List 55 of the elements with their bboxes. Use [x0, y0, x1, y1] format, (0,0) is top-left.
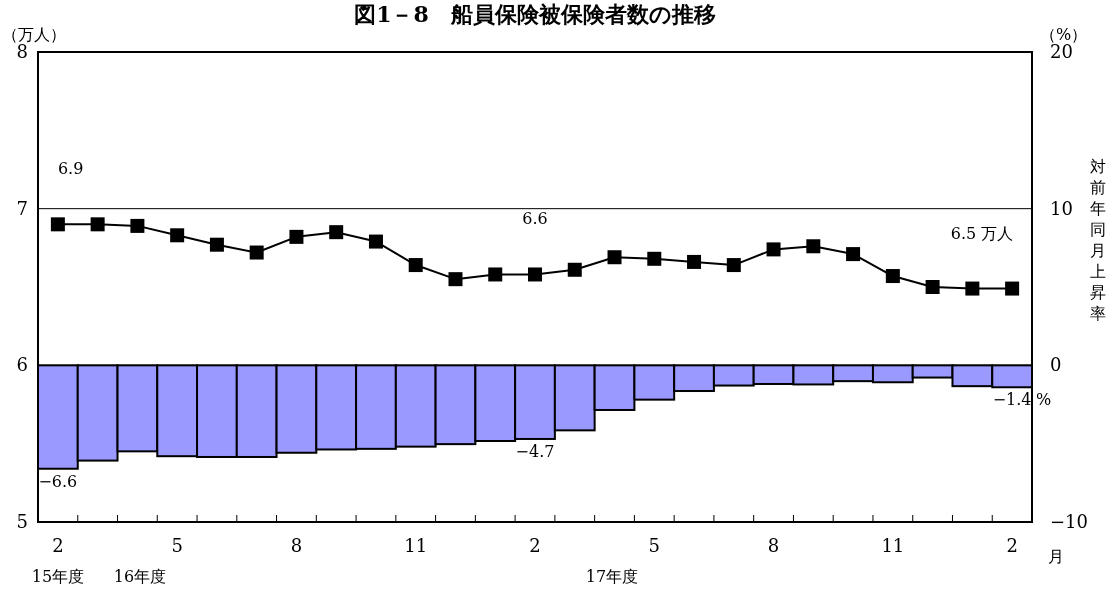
y2-tick-label: 10 — [1050, 197, 1073, 219]
point — [488, 267, 503, 282]
x-tick-label: 11 — [881, 535, 905, 556]
text: 15年度 — [31, 567, 85, 586]
point — [567, 262, 582, 277]
data-label: −4.7 — [515, 441, 555, 461]
point — [448, 272, 463, 287]
x-tick-label: 5 — [171, 535, 183, 556]
data-label: −6.6 — [38, 471, 78, 491]
point — [965, 281, 980, 296]
point — [528, 267, 542, 282]
x-tick-label: 2 — [529, 535, 541, 556]
x-tick-label: 5 — [648, 535, 661, 556]
point — [50, 217, 65, 232]
point — [408, 258, 423, 273]
point — [846, 247, 861, 262]
text: % — [1036, 390, 1052, 410]
point — [329, 225, 344, 240]
y-tick-label: 6 — [16, 354, 28, 376]
point — [368, 234, 383, 249]
point — [289, 229, 304, 244]
point — [925, 280, 940, 294]
point — [687, 254, 702, 269]
y-tick-label: 5 — [16, 511, 28, 532]
text: 17年度 — [585, 567, 639, 586]
y-axis-title: （万人） — [2, 25, 66, 44]
point — [607, 250, 622, 265]
y2-tick-label: −10 — [1050, 511, 1088, 532]
data-label: −1.4 — [992, 390, 1032, 410]
x-tick-label: 8 — [767, 535, 780, 556]
text: （%） — [1040, 25, 1088, 44]
point — [885, 269, 900, 284]
text: 16年度 — [113, 567, 167, 586]
point — [90, 217, 105, 232]
x-axis-title: 月 — [1048, 547, 1064, 566]
point — [726, 258, 741, 273]
data-label: 6.9 — [57, 159, 84, 179]
point — [209, 237, 224, 252]
data-label: 6.6 — [522, 209, 548, 229]
point — [130, 218, 145, 233]
chart-title: 図1－8 船員保険被保険者数の推移 — [354, 1, 716, 27]
data-label: 6.5 万人 — [950, 223, 1014, 243]
x-tick-label: 2 — [1006, 535, 1018, 556]
y-tick-label: 7 — [16, 197, 28, 219]
x-tick-label: 2 — [52, 535, 64, 556]
y2-tick-label: 0 — [1050, 354, 1062, 376]
point — [170, 228, 185, 243]
x-tick-label: 11 — [404, 535, 428, 556]
point — [249, 245, 264, 260]
point — [806, 239, 821, 254]
point — [1005, 281, 1020, 296]
y2-axis-title: 対前年同月上昇率 — [1090, 157, 1106, 323]
point — [647, 251, 662, 266]
point — [766, 242, 781, 257]
x-tick-label: 8 — [290, 535, 303, 556]
